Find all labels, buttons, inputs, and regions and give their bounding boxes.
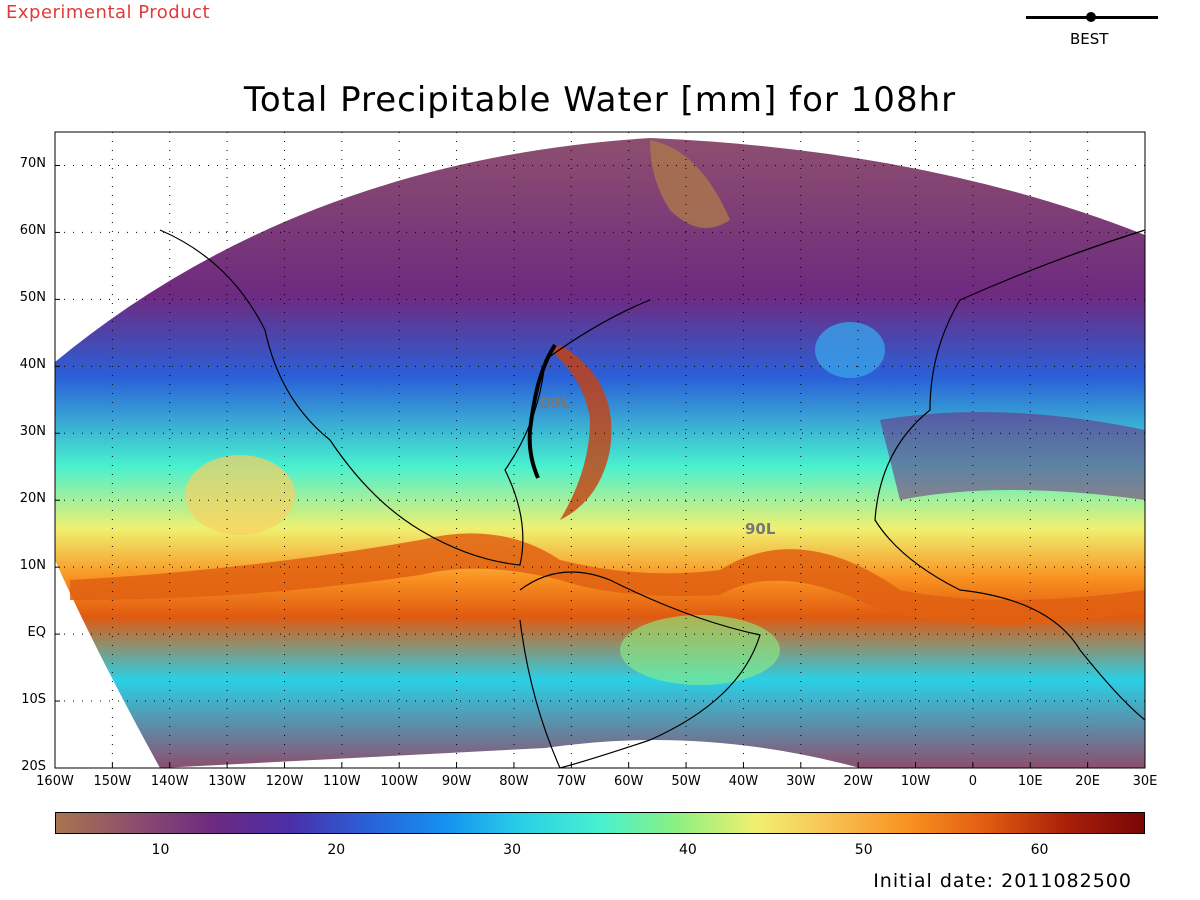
map-frame — [54, 131, 1146, 769]
storm-09l-best-track — [527, 343, 557, 479]
lon-label: 0 — [968, 774, 978, 789]
lon-label: 50W — [671, 774, 701, 789]
lat-label: 50N — [19, 290, 46, 306]
pacific-high — [185, 455, 295, 535]
lon-label: 160W — [36, 774, 74, 789]
colorbar-tick-label: 20 — [327, 842, 346, 858]
lat-label: 40N — [19, 357, 46, 373]
lon-label: 20W — [843, 774, 873, 789]
lat-label: EQ — [27, 625, 46, 641]
map-title: Total Precipitable Water [mm] for 108hr — [243, 80, 957, 120]
initial-date: Initial date: 2011082500 — [873, 870, 1132, 892]
lon-label: 100W — [380, 774, 419, 789]
lat-label: 10N — [19, 558, 46, 574]
colorbar-tick-label: 50 — [854, 842, 873, 858]
lon-label: 60W — [613, 774, 644, 789]
africa-europe-coastline — [874, 229, 1145, 721]
lat-label: 70N — [19, 156, 46, 172]
lat-label: 60N — [19, 223, 46, 239]
colorbar-tick-label: 60 — [1030, 842, 1049, 858]
sahara-dry-area — [880, 412, 1145, 500]
best-track-legend: BEST — [1026, 8, 1158, 48]
lon-label: 90W — [441, 774, 472, 789]
experimental-product-label: Experimental Product — [6, 2, 211, 23]
lon-label: 140W — [150, 774, 189, 789]
storm-09l-label: 09L — [540, 394, 571, 412]
north-atlantic-low — [815, 322, 885, 378]
south-america-coastline — [519, 571, 761, 768]
lon-label: 150W — [93, 774, 132, 789]
lat-label: 10S — [21, 692, 46, 708]
lon-label: 110W — [322, 774, 361, 789]
tropical-moisture-plume — [550, 345, 612, 520]
lat-label: 20N — [19, 491, 46, 507]
greenland-dry-area — [650, 140, 730, 228]
lon-label: 10E — [1017, 774, 1043, 789]
storm-90l-label: 90L — [745, 520, 776, 538]
best-track-legend-marker — [1086, 12, 1096, 22]
lon-label: 80W — [499, 774, 529, 789]
lon-label: 120W — [265, 774, 304, 789]
axis-ticks — [54, 164, 1146, 769]
colorbar-tick-label: 10 — [151, 842, 170, 858]
lon-label: 10W — [900, 774, 931, 789]
lon-label: 40W — [728, 774, 759, 789]
colorbar-tick-label: 30 — [503, 842, 521, 858]
lon-label: 30W — [786, 774, 816, 789]
south-atlantic-moist-area — [620, 615, 780, 685]
lon-label: 130W — [208, 774, 246, 789]
lat-label: 20S — [21, 759, 46, 774]
lon-label: 70W — [556, 774, 587, 789]
colorbar-tick-label: 40 — [678, 842, 697, 858]
best-track-legend-label: BEST — [1070, 30, 1109, 48]
lon-label: 30E — [1132, 774, 1158, 789]
lon-label: 20E — [1075, 774, 1100, 789]
colorbar — [55, 812, 1145, 834]
data-field: 09L 90L — [55, 132, 1145, 768]
lat-label: 30N — [19, 424, 46, 440]
